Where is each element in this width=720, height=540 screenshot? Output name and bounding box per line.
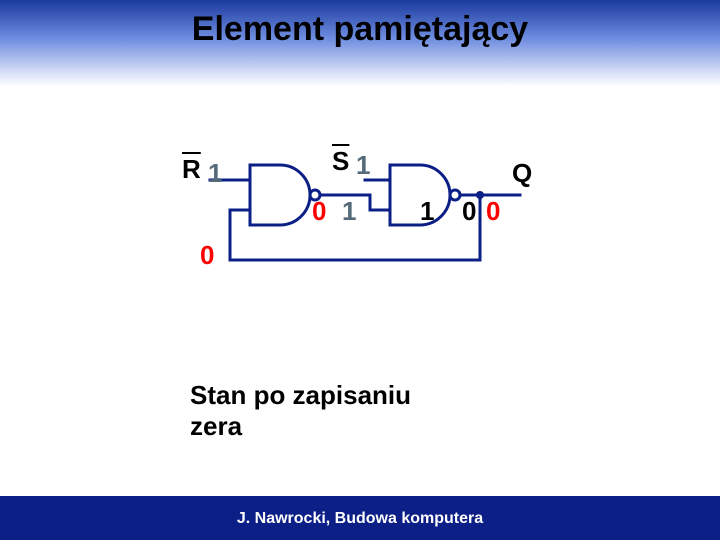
value-g2-in-bot: 1	[420, 196, 434, 227]
value-q-post: 0	[486, 196, 500, 227]
value-g1-out: 0	[312, 196, 326, 227]
label-s: S	[332, 146, 349, 177]
value-g2-in-top: 1	[342, 196, 356, 227]
slide: Element pamiętający	[0, 0, 720, 540]
slide-title: Element pamiętający	[0, 10, 720, 49]
value-q-pre: 0	[462, 196, 476, 227]
value-r: 1	[208, 158, 222, 189]
value-s: 1	[356, 150, 370, 181]
label-r: R	[182, 154, 201, 185]
state-caption-line1: Stan po zapisaniu	[190, 380, 411, 411]
value-feedback: 0	[200, 240, 214, 271]
circuit-diagram: R 1 S 1 Q 0 1 1 0 0 0	[170, 140, 570, 340]
label-q: Q	[512, 158, 532, 189]
footer-text: J. Nawrocki, Budowa komputera	[0, 510, 720, 528]
state-caption-line2: zera	[190, 411, 411, 442]
state-caption: Stan po zapisaniu zera	[190, 380, 411, 442]
